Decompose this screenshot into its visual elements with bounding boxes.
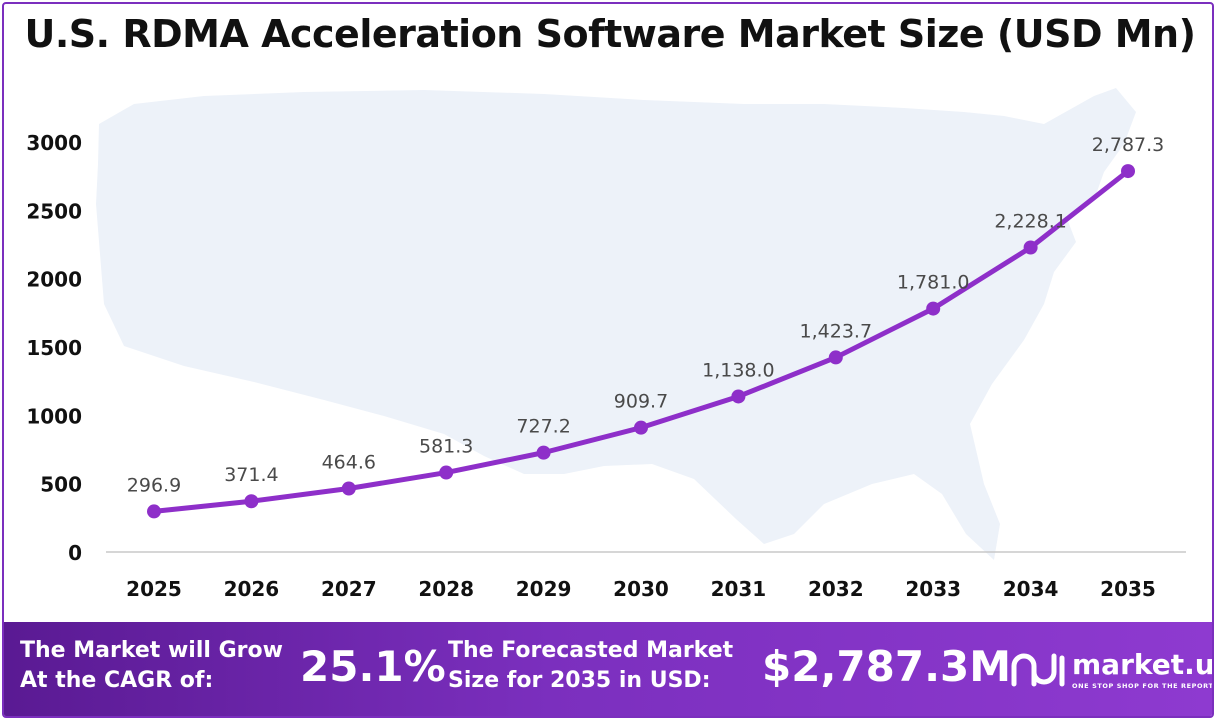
marks-group: 296.9 371.4 464.6 581.3 727.2 909.7 1,138.0 1,4… [127,134,1165,519]
market-us-logo-icon [1011,653,1065,687]
x-tick-label: 2031 [711,577,767,601]
data-point [1023,240,1038,255]
data-point [828,350,843,365]
x-tick-label: 2032 [808,577,864,601]
data-label: 2,787.3 [1092,134,1165,156]
x-tick-label: 2029 [516,577,572,601]
data-label: 1,138.0 [702,359,775,381]
data-point [1121,164,1135,179]
axes-group: 0 500 1000 1500 2000 2500 3000 2025 2026 2027 2028… [26,131,1186,601]
data-label: 296.9 [127,474,181,496]
y-tick-label: 500 [40,473,82,497]
data-label: 371.4 [224,464,278,486]
x-tick-label: 2028 [418,577,474,601]
data-label: 727.2 [516,416,570,438]
cagr-label-line2: At the CAGR of: [20,668,214,693]
data-label: 2,228.1 [994,210,1067,232]
x-tick-label: 2026 [224,577,280,601]
y-tick-label: 3000 [26,131,82,155]
x-tick-label: 2027 [321,577,377,601]
data-label: 1,423.7 [800,320,873,342]
footer-banner: The Market will Grow At the CAGR of: 25.… [4,622,1212,716]
data-label: 581.3 [419,436,473,458]
data-label: 1,781.0 [897,272,970,294]
y-tick-label: 0 [68,541,82,565]
cagr-label-line1: The Market will Grow [20,638,283,663]
data-label: 464.6 [322,452,376,474]
forecast-value: $2,787.3M [762,642,1012,691]
data-point [634,420,648,435]
y-tick-label: 1000 [26,404,82,428]
data-point [341,481,356,496]
forecast-label-line1: The Forecasted Market [448,638,734,663]
x-tick-label: 2034 [1003,577,1059,601]
data-point [926,301,941,316]
x-tick-label: 2025 [126,577,182,601]
y-tick-label: 1500 [26,336,82,360]
market-us-logo: market.us ONE STOP SHOP FOR THE REPORTS [1010,646,1212,698]
x-tick-label: 2035 [1100,577,1156,601]
y-tick-label: 2500 [26,199,82,223]
logo-tagline: ONE STOP SHOP FOR THE REPORTS [1072,682,1214,690]
data-point [536,445,551,460]
forecast-label-line2: Size for 2035 in USD: [448,668,711,693]
data-point [731,389,746,404]
logo-name: market.us [1072,648,1214,681]
data-label: 909.7 [614,391,668,413]
data-point [147,504,161,519]
line-chart: 0 500 1000 1500 2000 2500 3000 2025 2026 2027 2028… [26,88,1186,601]
y-tick-label: 2000 [26,268,82,292]
data-point [244,494,259,509]
data-point [439,465,454,480]
x-tick-label: 2033 [905,577,961,601]
chart-title: U.S. RDMA Acceleration Software Market S… [24,12,1196,56]
x-tick-label: 2030 [613,577,669,601]
us-map-silhouette [96,88,1136,560]
cagr-value: 25.1% [300,642,446,691]
